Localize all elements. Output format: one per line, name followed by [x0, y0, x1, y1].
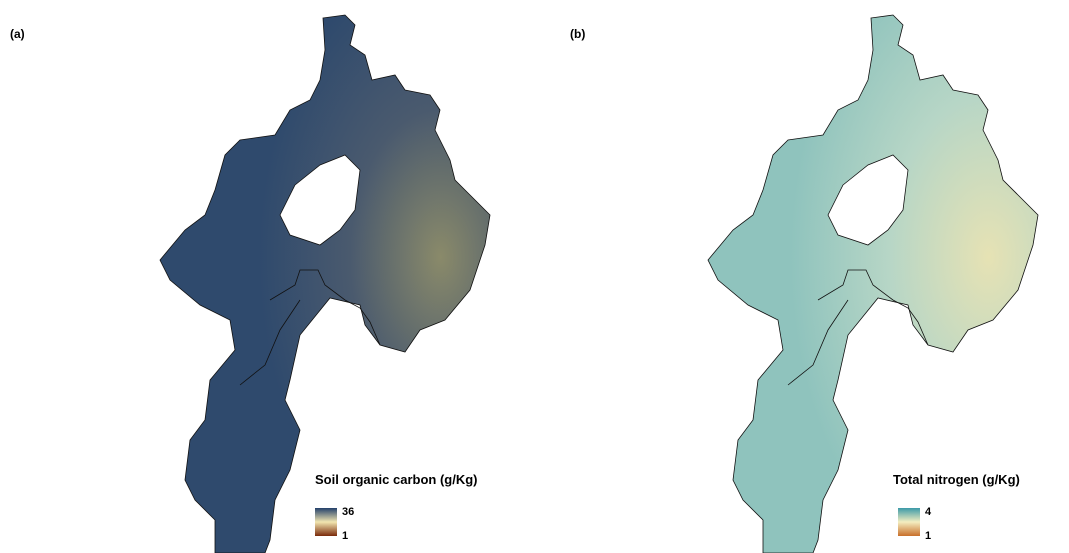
legend-max: 36 [342, 506, 354, 518]
panel-label: (b) [570, 27, 585, 41]
panel-b: (b) Total nitrogen (g/Kg) 4 1 [570, 15, 1038, 553]
figure: (a) Soil organic carbon (g/Kg) 36 1 (b) … [0, 0, 1069, 553]
panel-label: (a) [10, 27, 25, 41]
legend-ramp [315, 508, 337, 536]
legend-title: Soil organic carbon (g/Kg) [315, 472, 478, 487]
legend-ramp [898, 508, 920, 536]
legend-max: 4 [925, 506, 932, 518]
legend-min: 1 [925, 530, 931, 542]
legend-title: Total nitrogen (g/Kg) [893, 472, 1020, 487]
panel-a: (a) Soil organic carbon (g/Kg) 36 1 [10, 15, 490, 553]
legend-min: 1 [342, 530, 348, 542]
